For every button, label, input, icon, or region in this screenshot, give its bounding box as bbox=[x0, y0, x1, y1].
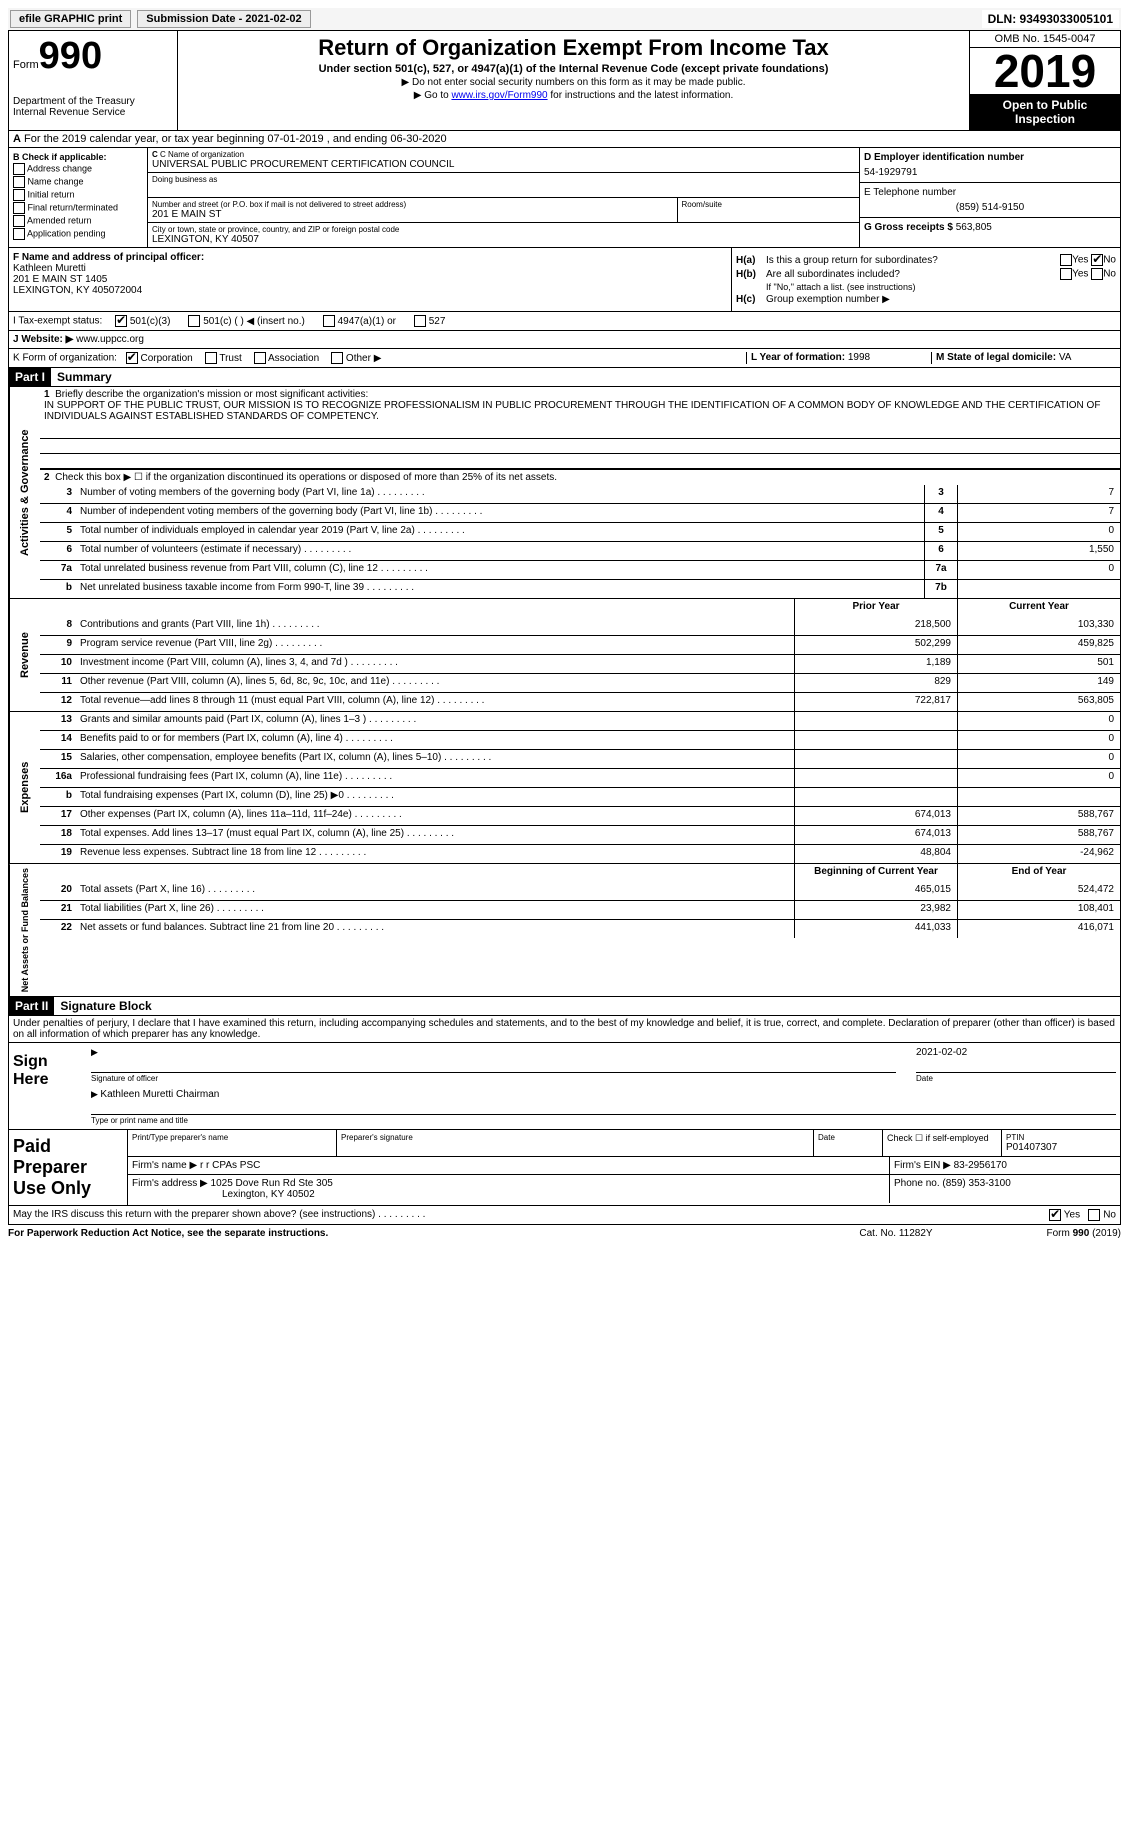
form-note-1: ▶ Do not enter social security numbers o… bbox=[184, 77, 963, 88]
officer-addr2: LEXINGTON, KY 405072004 bbox=[13, 285, 727, 296]
phone-value: (859) 514-9150 bbox=[864, 202, 1116, 213]
row-k-l-m: K Form of organization: Corporation Trus… bbox=[8, 349, 1121, 368]
table-row: 6Total number of volunteers (estimate if… bbox=[40, 541, 1120, 560]
part2-title: Signature Block bbox=[54, 997, 157, 1015]
table-row: 22Net assets or fund balances. Subtract … bbox=[40, 919, 1120, 938]
firm-addr1: 1025 Dove Run Rd Ste 305 bbox=[211, 1178, 333, 1189]
mission-text: IN SUPPORT OF THE PUBLIC TRUST, OUR MISS… bbox=[44, 400, 1100, 422]
signature-declaration: Under penalties of perjury, I declare th… bbox=[8, 1016, 1121, 1043]
row-a-tax-year: A For the 2019 calendar year, or tax yea… bbox=[8, 131, 1121, 148]
form-number: Form990 bbox=[13, 35, 173, 78]
table-row: 12Total revenue—add lines 8 through 11 (… bbox=[40, 692, 1120, 711]
table-row: 19Revenue less expenses. Subtract line 1… bbox=[40, 844, 1120, 863]
expenses-block: Expenses 13Grants and similar amounts pa… bbox=[8, 712, 1121, 864]
form-subtitle: Under section 501(c), 527, or 4947(a)(1)… bbox=[184, 63, 963, 75]
sign-date: 2021-02-02 bbox=[916, 1047, 1116, 1058]
tax-exempt-option[interactable]: 527 bbox=[414, 316, 445, 327]
org-name: UNIVERSAL PUBLIC PROCUREMENT CERTIFICATI… bbox=[152, 159, 855, 170]
footer-row: For Paperwork Reduction Act Notice, see … bbox=[8, 1225, 1121, 1242]
firm-phone: (859) 353-3100 bbox=[942, 1178, 1010, 1189]
submission-date-label: Submission Date - 2021-02-02 bbox=[137, 10, 310, 28]
dba-label: Doing business as bbox=[152, 175, 855, 184]
activities-governance-block: Activities & Governance 1 Briefly descri… bbox=[8, 387, 1121, 599]
table-row: 21Total liabilities (Part X, line 26)23,… bbox=[40, 900, 1120, 919]
h-b-yesno: Yes No bbox=[1060, 268, 1116, 280]
table-row: 11Other revenue (Part VIII, column (A), … bbox=[40, 673, 1120, 692]
table-row: 14Benefits paid to or for members (Part … bbox=[40, 730, 1120, 749]
website-value: www.uppcc.org bbox=[76, 334, 144, 345]
ein-value: 54-1929791 bbox=[864, 167, 1116, 178]
table-row: 10Investment income (Part VIII, column (… bbox=[40, 654, 1120, 673]
paid-preparer-block: Paid Preparer Use Only Print/Type prepar… bbox=[8, 1130, 1121, 1206]
ptin-value: P01407307 bbox=[1006, 1142, 1057, 1153]
part2-header: Part II bbox=[9, 997, 54, 1015]
officer-addr1: 201 E MAIN ST 1405 bbox=[13, 274, 727, 285]
form990-link[interactable]: www.irs.gov/Form990 bbox=[451, 90, 547, 101]
table-row: 7aTotal unrelated business revenue from … bbox=[40, 560, 1120, 579]
form-org-option[interactable]: Trust bbox=[205, 353, 242, 364]
section-f-h: F Name and address of principal officer:… bbox=[8, 248, 1121, 312]
irs-discuss-row: May the IRS discuss this return with the… bbox=[8, 1206, 1121, 1225]
form-org-option[interactable]: Other ▶ bbox=[331, 353, 381, 364]
top-toolbar: efile GRAPHIC print Submission Date - 20… bbox=[8, 8, 1121, 30]
table-row: 20Total assets (Part X, line 16)465,0155… bbox=[40, 882, 1120, 900]
dln-label: DLN: 93493033005101 bbox=[982, 10, 1119, 28]
table-row: 9Program service revenue (Part VIII, lin… bbox=[40, 635, 1120, 654]
table-row: 5Total number of individuals employed in… bbox=[40, 522, 1120, 541]
row-j: J Website: ▶ www.uppcc.org bbox=[8, 331, 1121, 349]
table-row: 8Contributions and grants (Part VIII, li… bbox=[40, 617, 1120, 635]
box-b-checkbox[interactable]: Application pending bbox=[13, 228, 143, 240]
efile-print-button[interactable]: efile GRAPHIC print bbox=[10, 10, 131, 28]
firm-addr2: Lexington, KY 40502 bbox=[222, 1189, 315, 1200]
tax-exempt-option[interactable]: 501(c)(3) bbox=[115, 316, 170, 327]
box-b-checkbox[interactable]: Amended return bbox=[13, 215, 143, 227]
box-b-checkbox[interactable]: Name change bbox=[13, 176, 143, 188]
table-row: 13Grants and similar amounts paid (Part … bbox=[40, 712, 1120, 730]
revenue-block: Revenue Prior Year Current Year 8Contrib… bbox=[8, 599, 1121, 712]
firm-ein: 83-2956170 bbox=[954, 1160, 1007, 1171]
dept-treasury: Department of the Treasury bbox=[13, 96, 173, 107]
section-b-to-g: B Check if applicable: Address change Na… bbox=[8, 148, 1121, 248]
form-title: Return of Organization Exempt From Incom… bbox=[184, 35, 963, 61]
form-org-option[interactable]: Association bbox=[254, 353, 319, 364]
table-row: 4Number of independent voting members of… bbox=[40, 503, 1120, 522]
table-row: 15Salaries, other compensation, employee… bbox=[40, 749, 1120, 768]
tax-exempt-option[interactable]: 501(c) ( ) ◀ (insert no.) bbox=[188, 316, 304, 327]
tax-year: 2019 bbox=[970, 48, 1120, 94]
form-org-option[interactable]: Corporation bbox=[126, 353, 193, 364]
table-row: 18Total expenses. Add lines 13–17 (must … bbox=[40, 825, 1120, 844]
table-row: 17Other expenses (Part IX, column (A), l… bbox=[40, 806, 1120, 825]
discuss-yes-checkbox[interactable] bbox=[1049, 1209, 1061, 1221]
box-b-checkbox[interactable]: Address change bbox=[13, 163, 143, 175]
sign-here-block: Sign Here Signature of officer 2021-02-0… bbox=[8, 1043, 1121, 1130]
city-state-zip: LEXINGTON, KY 40507 bbox=[152, 234, 855, 245]
part1-header: Part I bbox=[9, 368, 51, 386]
table-row: bTotal fundraising expenses (Part IX, co… bbox=[40, 787, 1120, 806]
irs-label: Internal Revenue Service bbox=[13, 107, 173, 118]
net-assets-block: Net Assets or Fund Balances Beginning of… bbox=[8, 864, 1121, 997]
table-row: 3Number of voting members of the governi… bbox=[40, 485, 1120, 503]
tax-exempt-option[interactable]: 4947(a)(1) or bbox=[323, 316, 396, 327]
h-a-yesno: Yes No bbox=[1060, 254, 1116, 266]
box-b-checkbox[interactable]: Final return/terminated bbox=[13, 202, 143, 214]
street-address: 201 E MAIN ST bbox=[152, 209, 673, 220]
firm-name: r r CPAs PSC bbox=[200, 1160, 260, 1171]
row-i: I Tax-exempt status: 501(c)(3) 501(c) ( … bbox=[8, 312, 1121, 331]
gross-receipts: 563,805 bbox=[956, 222, 992, 233]
form-header: Form990 Department of the Treasury Inter… bbox=[8, 30, 1121, 131]
officer-name-title: Kathleen Muretti Chairman bbox=[91, 1089, 1116, 1100]
box-b-title: B Check if applicable: bbox=[13, 152, 143, 162]
table-row: 16aProfessional fundraising fees (Part I… bbox=[40, 768, 1120, 787]
form-note-2: ▶ Go to www.irs.gov/Form990 for instruct… bbox=[184, 90, 963, 101]
officer-name: Kathleen Muretti bbox=[13, 263, 727, 274]
part1-title: Summary bbox=[51, 368, 118, 386]
table-row: bNet unrelated business taxable income f… bbox=[40, 579, 1120, 598]
open-to-public-label: Open to Public Inspection bbox=[970, 94, 1120, 130]
box-b-checkbox[interactable]: Initial return bbox=[13, 189, 143, 201]
discuss-no-checkbox[interactable] bbox=[1088, 1209, 1100, 1221]
